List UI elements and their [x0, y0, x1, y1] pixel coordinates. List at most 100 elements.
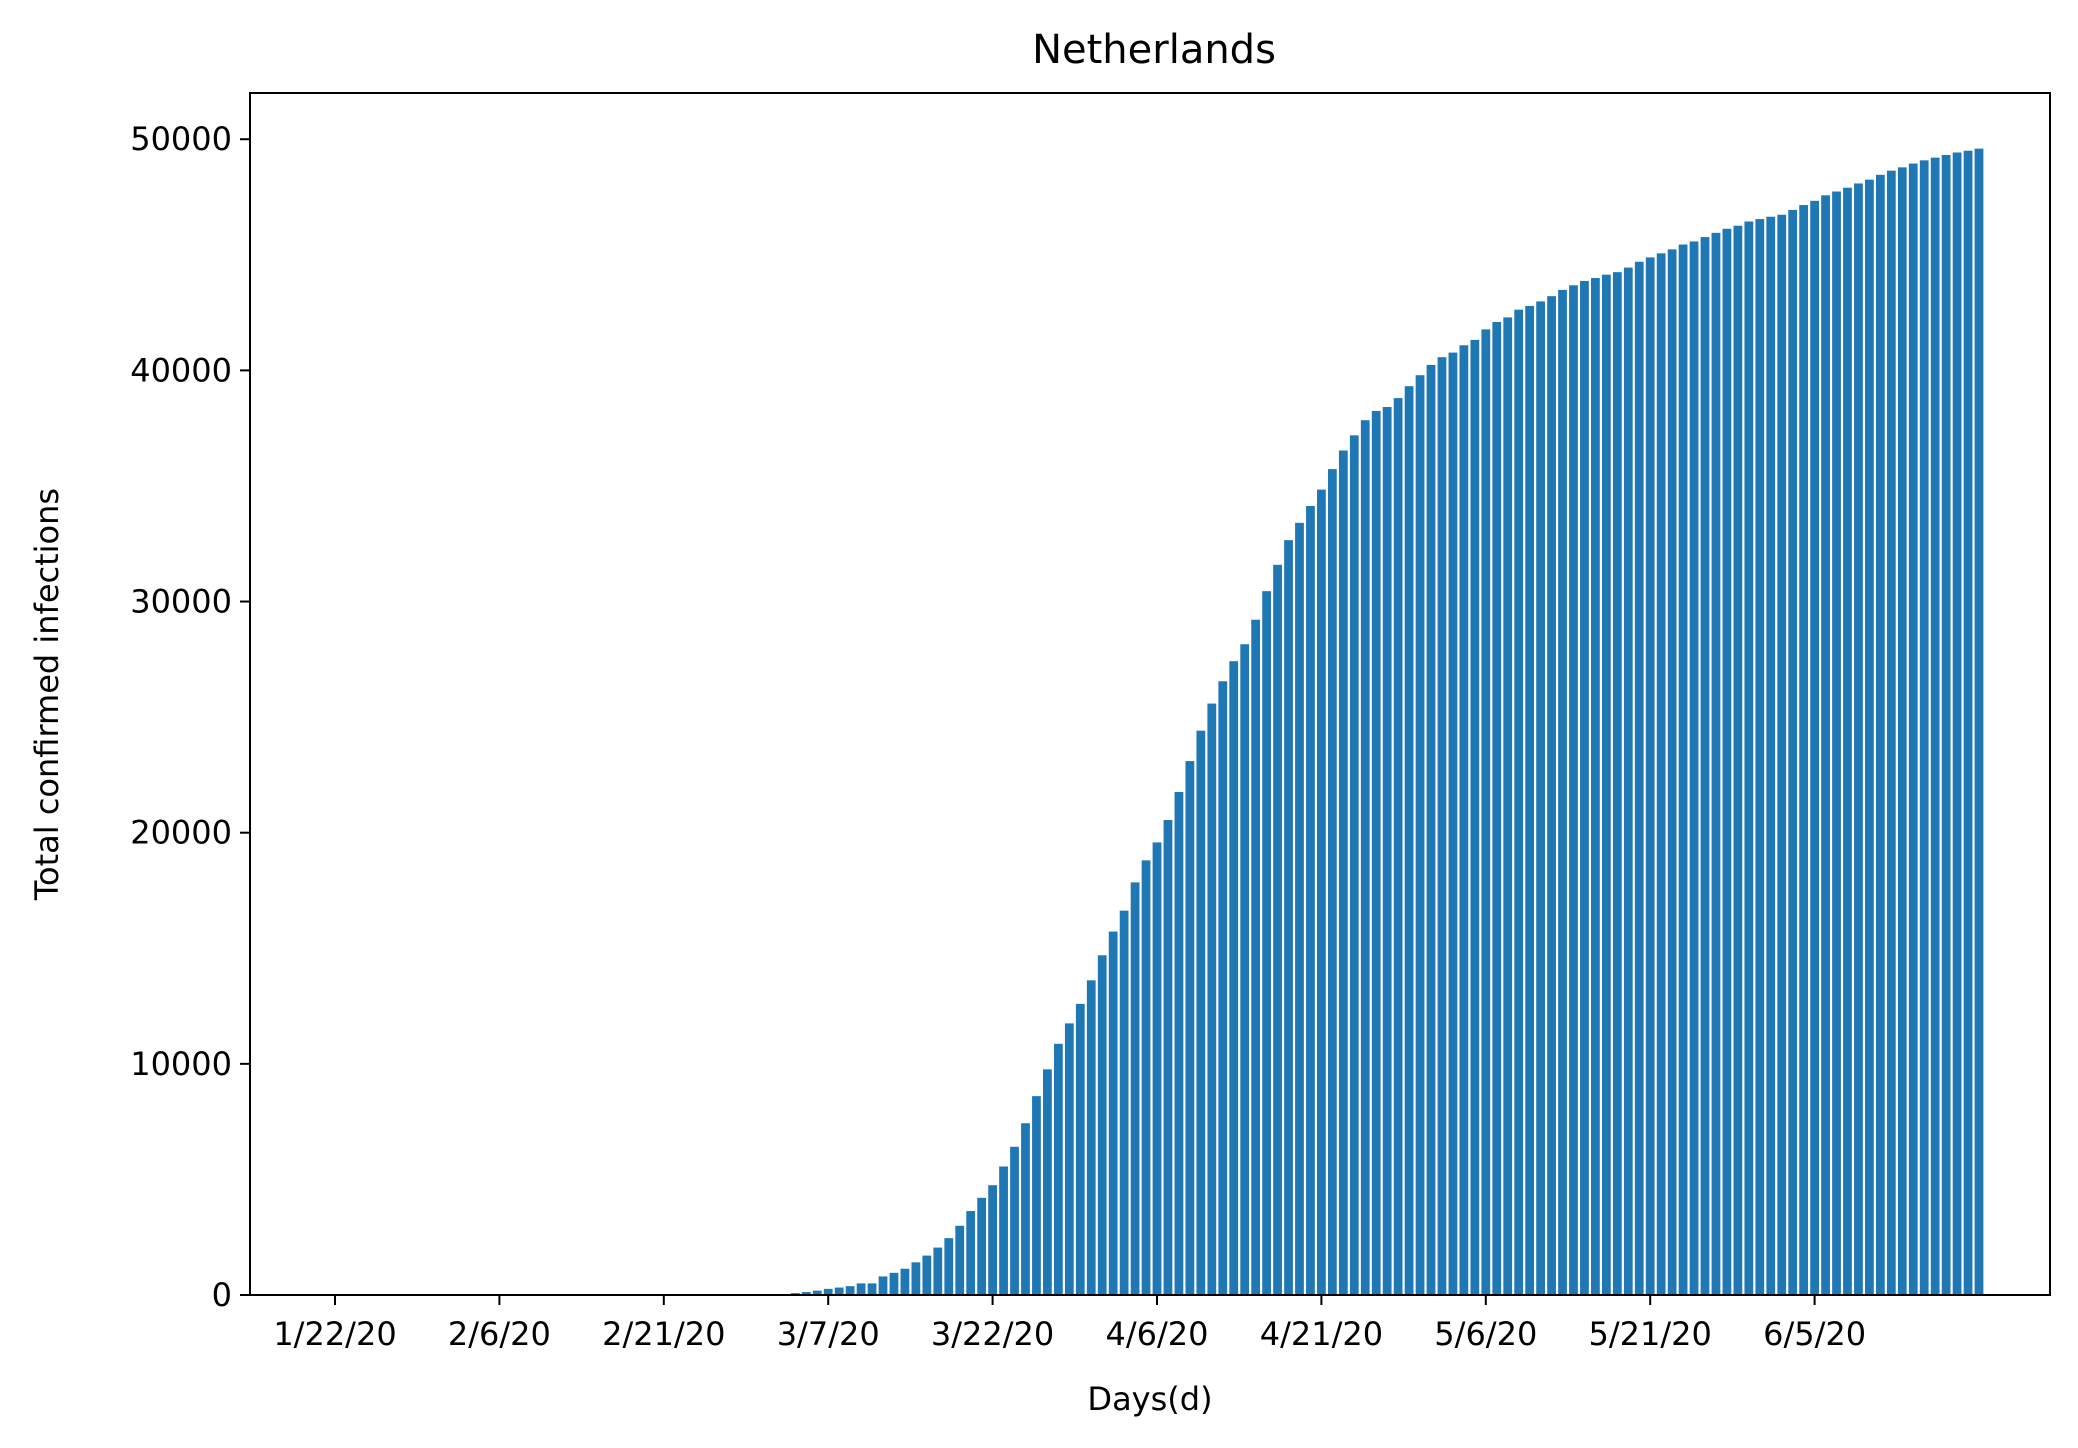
bar	[1623, 267, 1633, 1296]
bar	[1755, 219, 1765, 1296]
bar	[889, 1272, 899, 1295]
bar	[1514, 309, 1524, 1295]
bar	[1032, 1096, 1041, 1295]
bar	[1196, 730, 1206, 1295]
bar	[1448, 352, 1458, 1296]
bar	[1130, 882, 1140, 1295]
bar	[1799, 205, 1809, 1295]
bar	[856, 1283, 866, 1295]
y-axis-ticks: 0 10000 20000 30000 40000 50000	[130, 120, 250, 1314]
bar	[900, 1268, 910, 1295]
bar	[1284, 540, 1293, 1295]
bar	[1777, 214, 1787, 1295]
bar	[1952, 152, 1962, 1295]
bar	[834, 1287, 844, 1295]
x-tick-label: 6/5/20	[1763, 1315, 1866, 1353]
bar	[1788, 209, 1798, 1295]
chart-title: Netherlands	[1032, 27, 1276, 73]
bar	[922, 1255, 932, 1295]
bar	[823, 1288, 833, 1295]
bar	[1229, 661, 1239, 1295]
bar	[1163, 820, 1173, 1295]
bar	[1382, 407, 1392, 1295]
bar	[1875, 174, 1885, 1295]
bar	[1470, 339, 1480, 1295]
x-tick-label: 1/22/20	[273, 1315, 396, 1353]
bar	[1536, 301, 1545, 1295]
bar	[1108, 931, 1118, 1295]
bar	[1273, 564, 1282, 1295]
bar	[1525, 305, 1535, 1295]
bar	[1897, 167, 1907, 1296]
bar	[1689, 241, 1699, 1296]
bar	[1021, 1123, 1030, 1295]
bar	[1700, 237, 1710, 1295]
bar	[1349, 435, 1359, 1296]
bar	[1251, 619, 1261, 1295]
bar	[1612, 272, 1622, 1295]
bar	[867, 1283, 877, 1295]
bar	[1437, 357, 1447, 1295]
x-axis-label: Days(d)	[1087, 1380, 1212, 1418]
bar	[1580, 280, 1589, 1295]
bar	[977, 1197, 987, 1295]
bar	[1317, 489, 1326, 1295]
bar	[1481, 329, 1491, 1295]
y-tick-label: 40000	[130, 351, 232, 389]
bar	[988, 1185, 997, 1295]
bar	[1645, 257, 1655, 1295]
x-tick-label: 5/6/20	[1434, 1315, 1537, 1353]
bar	[1908, 163, 1918, 1295]
bar	[1591, 278, 1600, 1295]
bar	[1569, 285, 1578, 1295]
plot-frame	[249, 92, 2051, 1296]
bar	[812, 1290, 822, 1295]
bar	[1218, 681, 1228, 1295]
bar	[966, 1211, 976, 1295]
bar	[1865, 179, 1874, 1295]
bar	[1075, 1003, 1085, 1295]
bar	[1503, 317, 1513, 1295]
bar	[1207, 703, 1217, 1295]
bar	[878, 1276, 888, 1295]
bar	[1152, 842, 1162, 1295]
bar	[1371, 410, 1381, 1295]
bar	[1404, 386, 1414, 1295]
y-tick-label: 20000	[130, 814, 232, 852]
bar	[1415, 375, 1425, 1296]
bar	[1722, 228, 1732, 1295]
bar	[1941, 154, 1951, 1296]
x-tick-label: 4/21/20	[1260, 1315, 1383, 1353]
bar	[1733, 225, 1743, 1295]
y-tick-label: 0	[212, 1276, 232, 1314]
bar	[1426, 364, 1436, 1295]
bar	[1919, 160, 1929, 1296]
bar	[1492, 322, 1502, 1295]
bar	[1656, 253, 1666, 1296]
bar	[1678, 244, 1688, 1295]
bar	[955, 1225, 965, 1295]
bar	[1064, 1023, 1074, 1295]
bar	[1744, 221, 1754, 1296]
bar	[1974, 148, 1984, 1295]
bar	[999, 1166, 1008, 1295]
bar	[1766, 216, 1776, 1296]
x-tick-label: 4/6/20	[1106, 1315, 1209, 1353]
bar	[1010, 1146, 1019, 1295]
y-tick-label: 50000	[130, 120, 232, 158]
bar	[1174, 791, 1184, 1295]
x-axis-ticks: 1/22/20 2/6/20 2/21/20 3/7/20 3/22/20 4/6/20 4…	[273, 1295, 1866, 1353]
bar	[1558, 289, 1567, 1295]
bar	[1185, 761, 1195, 1295]
bar	[1821, 195, 1830, 1295]
bar	[1306, 505, 1315, 1296]
bar	[1601, 274, 1611, 1295]
bar	[1338, 450, 1348, 1296]
y-axis-label: Total confirmed infections	[28, 488, 66, 901]
bar	[1097, 955, 1107, 1295]
bar	[1262, 591, 1271, 1295]
bar	[1854, 183, 1863, 1296]
bar	[1832, 191, 1841, 1296]
bar	[801, 1292, 811, 1295]
